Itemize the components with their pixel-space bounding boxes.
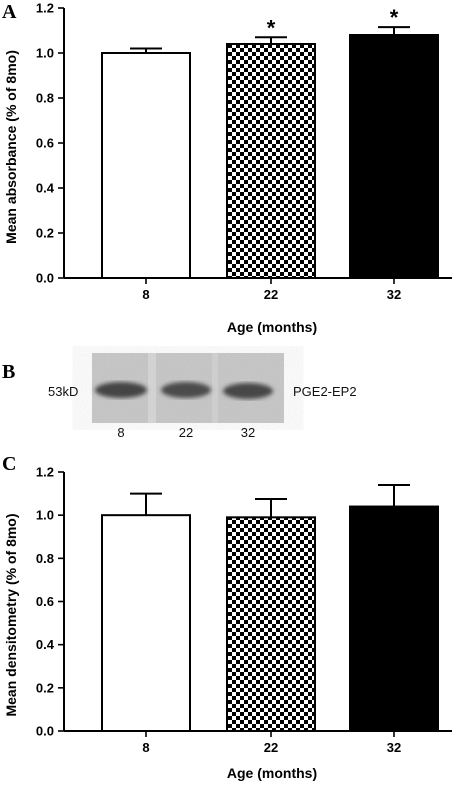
- bar: [101, 52, 191, 279]
- bar: [349, 505, 439, 732]
- molecular-weight-label: 53kD: [48, 384, 78, 399]
- bar: [226, 516, 316, 733]
- plot-area: 0.0 0.2 0.4 0.6 0.8 1.0 1.2 8 22 32: [36, 465, 452, 755]
- y-tick-label: 0.4: [36, 181, 55, 196]
- blot-band: [161, 382, 211, 398]
- panel-letter: B: [2, 361, 15, 383]
- bar: [101, 514, 191, 733]
- lane-label: 32: [241, 425, 255, 440]
- y-tick-label: 0.4: [36, 637, 55, 652]
- plot-area: * * 0.0 0.2 0.4 0.6 0.8 1.0 1.2 8 22 32: [36, 1, 452, 302]
- panel-letter: A: [2, 1, 17, 23]
- panel-a: A * * 0.0 0.2 0.4 0.6 0.8 1.0 1.2 8 22 32 Mean abso…: [2, 1, 452, 335]
- blot-band: [95, 382, 147, 398]
- significance-marker: *: [267, 15, 276, 40]
- x-tick-label: 8: [142, 287, 149, 302]
- y-tick-label: 1.0: [36, 46, 54, 61]
- y-tick-label: 1.2: [36, 465, 54, 480]
- blot-image: [92, 353, 284, 423]
- lane-label: 22: [179, 425, 193, 440]
- y-tick-label: 0.8: [36, 551, 54, 566]
- x-tick-label: 22: [264, 287, 278, 302]
- bar: [226, 43, 316, 279]
- bar: [349, 34, 439, 279]
- y-tick-label: 1.0: [36, 508, 54, 523]
- y-tick-label: 0.2: [36, 680, 54, 695]
- blot-band: [223, 383, 273, 399]
- y-tick-label: 1.2: [36, 1, 54, 16]
- x-tick-label: 22: [264, 740, 278, 755]
- y-tick-label: 0.6: [36, 136, 54, 151]
- x-tick-label: 32: [387, 740, 401, 755]
- lane-label: 8: [117, 425, 124, 440]
- x-axis-label: Age (months): [227, 319, 317, 335]
- y-tick-label: 0.0: [36, 724, 54, 739]
- protein-label: PGE2-EP2: [293, 384, 357, 399]
- x-tick-label: 8: [142, 740, 149, 755]
- y-axis-label: Mean absorbance (% of 8mo): [3, 50, 19, 244]
- y-tick-label: 0.2: [36, 226, 54, 241]
- x-axis-label: Age (months): [227, 765, 317, 781]
- y-axis-label: Mean densitometry (% of 8mo): [3, 513, 19, 716]
- panel-c: C 0.0 0.2 0.4 0.6 0.8 1.0 1.2 8 22 32 Mean densit…: [2, 453, 452, 781]
- significance-marker: *: [390, 5, 399, 30]
- y-tick-label: 0.6: [36, 594, 54, 609]
- panel-letter: C: [2, 453, 16, 475]
- panel-b-western-blot: B 53kD PGE2-EP2 8 22 32: [2, 353, 357, 440]
- y-tick-label: 0.0: [36, 271, 54, 286]
- y-tick-label: 0.8: [36, 91, 54, 106]
- x-tick-label: 32: [387, 287, 401, 302]
